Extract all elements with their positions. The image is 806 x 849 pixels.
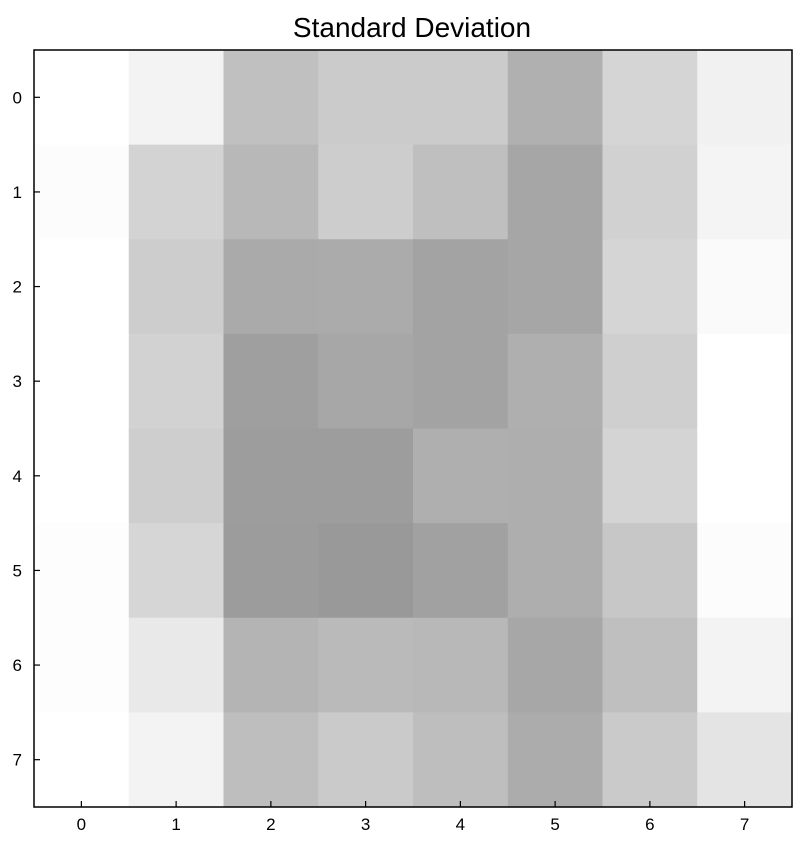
chart-title: Standard Deviation	[293, 12, 531, 43]
y-tick-label-6: 6	[13, 656, 22, 675]
heatmap-cell-5-2	[223, 523, 319, 619]
y-axis: 0 1 2 3 4 5 6 7	[13, 88, 40, 770]
y-tick-label-5: 5	[13, 561, 22, 580]
heatmap-cell-1-5	[507, 144, 604, 240]
x-tick-label-7: 7	[740, 815, 749, 834]
heatmap-cell-3-7	[697, 333, 793, 430]
heatmap-cell-4-5	[507, 428, 604, 524]
x-tick-label-2: 2	[266, 815, 275, 834]
x-tick-label-3: 3	[361, 815, 370, 834]
x-tick-label-6: 6	[645, 815, 654, 834]
heatmap-cell-5-4	[413, 523, 509, 619]
heatmap-cell-4-6	[602, 428, 698, 524]
heatmap-cell-3-2	[223, 333, 319, 430]
heatmap-cell-5-0	[34, 523, 130, 619]
heatmap-cell-6-1	[128, 617, 225, 713]
heatmap-cell-0-0	[34, 50, 130, 146]
x-tick-label-5: 5	[550, 815, 559, 834]
heatmap-cell-3-3	[318, 333, 414, 430]
heatmap-cell-4-4	[413, 428, 509, 524]
heatmap-cell-1-6	[602, 144, 698, 240]
heatmap-cell-2-6	[602, 239, 698, 335]
heatmap-cell-7-6	[602, 712, 698, 808]
heatmap-cell-6-3	[318, 617, 414, 713]
heatmap-cell-1-2	[223, 144, 319, 240]
heatmap-cell-7-5	[507, 712, 604, 808]
heatmap-cell-0-7	[697, 50, 793, 146]
heatmap-cell-7-2	[223, 712, 319, 808]
heatmap-cell-0-6	[602, 50, 698, 146]
heatmap-cell-2-2	[223, 239, 319, 335]
heatmap-cell-6-7	[697, 617, 793, 713]
heatmap-cell-4-2	[223, 428, 319, 524]
heatmap-cell-6-2	[223, 617, 319, 713]
heatmap-cell-0-5	[507, 50, 604, 146]
heatmap-cell-2-3	[318, 239, 414, 335]
heatmap-cell-3-1	[128, 333, 225, 430]
heatmap-cell-1-4	[413, 144, 509, 240]
heatmap-cell-1-7	[697, 144, 793, 240]
heatmap-cell-2-1	[128, 239, 225, 335]
y-tick-label-4: 4	[13, 467, 22, 486]
y-tick-label-1: 1	[13, 183, 22, 202]
y-tick-label-7: 7	[13, 751, 22, 770]
heatmap-cell-4-0	[34, 428, 130, 524]
heatmap-cell-2-7	[697, 239, 793, 335]
heatmap-cell-3-4	[413, 333, 509, 430]
y-tick-label-0: 0	[13, 88, 22, 107]
heatmap-cell-5-5	[507, 523, 604, 619]
heatmap-cell-2-0	[34, 239, 130, 335]
heatmap-cell-1-0	[34, 144, 130, 240]
heatmap-cell-5-7	[697, 523, 793, 619]
heatmap-cell-2-4	[413, 239, 509, 335]
heatmap-cell-3-6	[602, 333, 698, 430]
heatmap-cell-4-1	[128, 428, 225, 524]
heatmap-cell-7-1	[128, 712, 225, 808]
heatmap-cell-0-3	[318, 50, 414, 146]
x-axis: 0 1 2 3 4 5 6 7	[77, 801, 749, 834]
heatmap-cell-0-2	[223, 50, 319, 146]
heatmap-cell-2-5	[507, 239, 604, 335]
x-tick-label-0: 0	[77, 815, 86, 834]
heatmap-cell-3-5	[507, 333, 604, 430]
heatmap-cell-6-0	[34, 617, 130, 713]
x-tick-label-4: 4	[456, 815, 465, 834]
y-tick-label-2: 2	[13, 278, 22, 297]
heatmap-cell-0-4	[413, 50, 509, 146]
plot-frame	[33, 49, 793, 808]
x-tick-label-1: 1	[171, 815, 180, 834]
heatmap-cell-7-0	[34, 712, 130, 808]
y-tick-label-3: 3	[13, 372, 22, 391]
heatmap-cell-7-4	[413, 712, 509, 808]
heatmap-cell-1-3	[318, 144, 414, 240]
heatmap-cell-6-5	[507, 617, 604, 713]
heatmap-cell-4-7	[697, 428, 793, 524]
heatmap-cell-6-4	[413, 617, 509, 713]
heatmap-cell-5-3	[318, 523, 414, 619]
heatmap-cell-4-3	[318, 428, 414, 524]
heatmap-cell-0-1	[128, 50, 225, 146]
heatmap-cell-7-7	[697, 712, 793, 808]
heatmap-cell-7-3	[318, 712, 414, 808]
heatmap-cell-5-6	[602, 523, 698, 619]
heatmap-cells	[34, 50, 793, 808]
heatmap-cell-5-1	[128, 523, 225, 619]
heatmap-cell-1-1	[128, 144, 225, 240]
heatmap-cell-6-6	[602, 617, 698, 713]
heatmap-cell-3-0	[34, 333, 130, 430]
